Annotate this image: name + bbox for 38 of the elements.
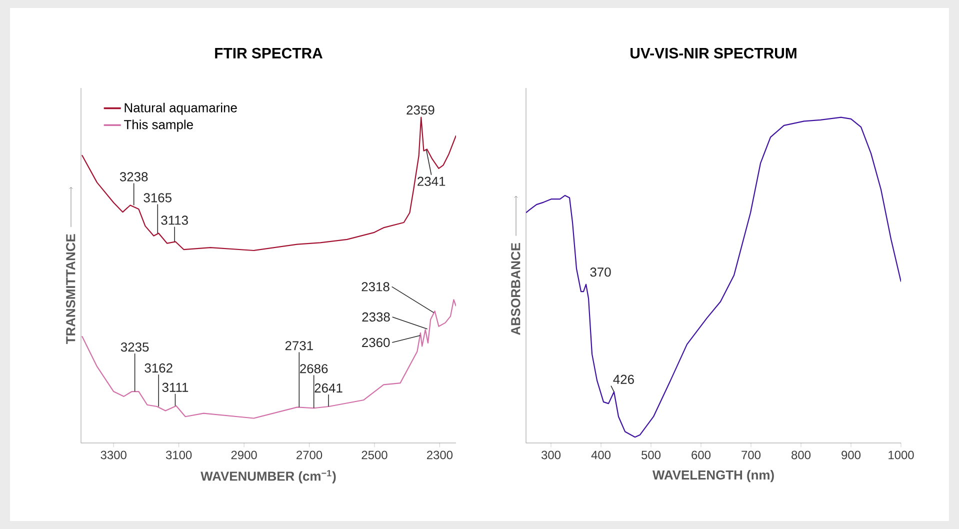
- x-tick-label: 900: [842, 450, 861, 460]
- x-axis-title: WAVELENGTH (nm): [652, 470, 774, 482]
- annotation: 3238: [120, 172, 148, 182]
- y-axis-title: ABSORBANCE: [511, 243, 520, 336]
- x-tick-label: 300: [541, 450, 561, 460]
- annotation: 3235: [120, 342, 149, 352]
- x-tick-label: 2700: [296, 450, 322, 460]
- x-tick-label: 2900: [231, 450, 257, 460]
- x-tick-label: 600: [692, 450, 711, 460]
- x-tick-label: 3300: [100, 450, 126, 460]
- annotation: 3113: [161, 216, 188, 225]
- x-axis-title: WAVENUMBER (cm$^{−1}$): [200, 470, 336, 484]
- annotation: 370: [590, 268, 611, 277]
- annotation: 2318: [362, 282, 390, 292]
- annotation: 2641: [314, 383, 342, 393]
- y-axis-title: TRANSMITTANCE: [66, 234, 76, 344]
- chart-title: FTIR SPECTRA: [215, 48, 322, 58]
- annotation: 2731: [285, 341, 313, 350]
- annotation: 3111: [162, 382, 188, 392]
- x-tick-label: 2300: [426, 450, 453, 460]
- x-tick-label: 700: [742, 450, 761, 460]
- legend-label: This sample: [124, 120, 193, 132]
- annotation: 2360: [362, 338, 390, 348]
- x-tick-label: 2500: [362, 450, 388, 460]
- x-tick-label: 3100: [166, 450, 192, 460]
- chart-title: UV-VIS-NIR SPECTRUM: [630, 48, 796, 58]
- x-tick-label: 500: [642, 450, 661, 460]
- annotation: 2338: [362, 312, 390, 322]
- annotation: 2686: [300, 364, 328, 374]
- legend-label: Natural aquamarine: [124, 102, 237, 115]
- annotation: 426: [613, 374, 634, 384]
- annotation: 3165: [144, 193, 172, 202]
- x-tick-label: 800: [792, 450, 811, 460]
- x-tick-label: 1000: [888, 450, 914, 460]
- annotation: 2341: [418, 176, 446, 186]
- annotation: 2359: [406, 105, 434, 115]
- annotation: 3162: [144, 363, 172, 373]
- x-tick-label: 400: [591, 450, 611, 460]
